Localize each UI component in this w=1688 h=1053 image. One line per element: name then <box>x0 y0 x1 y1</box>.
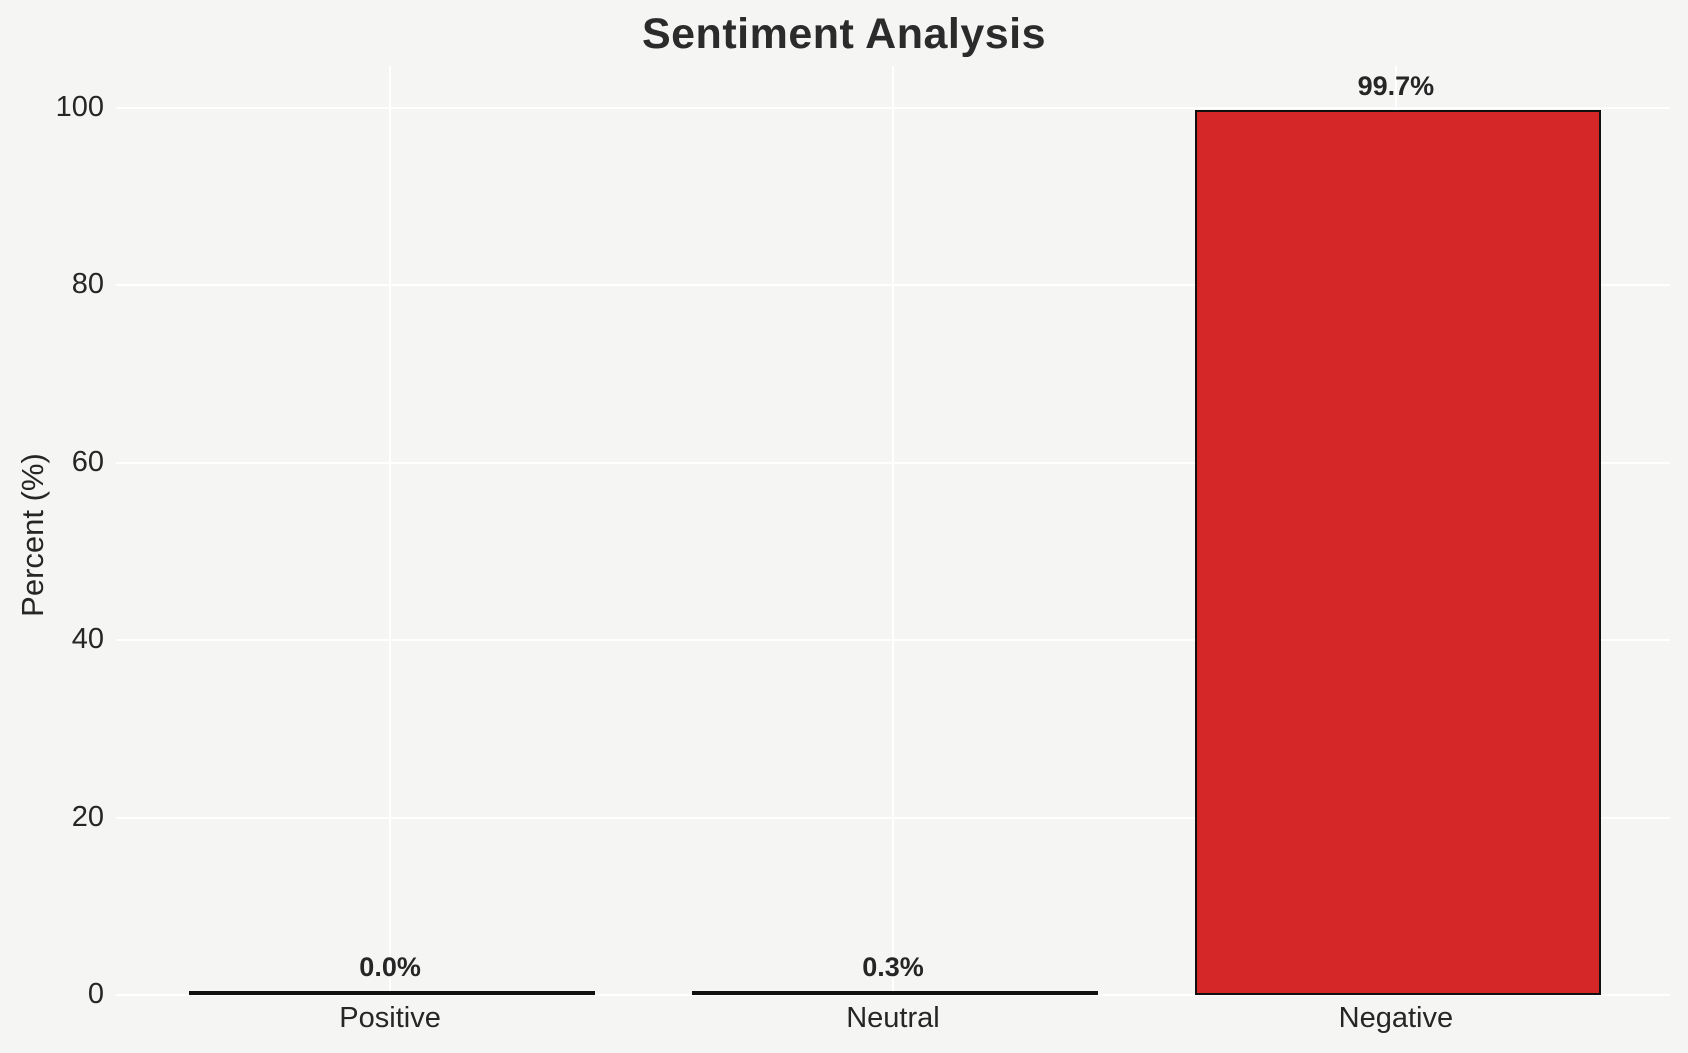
y-tick-label: 40 <box>71 623 104 656</box>
y-tick-label: 80 <box>71 268 104 301</box>
y-tick-label: 100 <box>55 90 104 123</box>
bar-value-label-positive: 0.0% <box>359 952 421 982</box>
bar-value-label-neutral: 0.3% <box>862 952 924 982</box>
bar-positive <box>189 991 596 995</box>
chart-title: Sentiment Analysis <box>641 10 1047 58</box>
plot-area <box>116 66 1670 996</box>
v-gridline-neutral <box>891 66 894 995</box>
bar-negative <box>1194 110 1601 995</box>
v-gridline-positive <box>389 66 392 995</box>
bar-neutral <box>691 991 1098 995</box>
y-tick-label: 0 <box>87 978 104 1010</box>
x-category-label-neutral: Neutral <box>846 1002 940 1034</box>
h-gridline-0 <box>116 994 1670 996</box>
bar-value-label-negative: 99.7% <box>1357 71 1435 102</box>
y-tick-label: 20 <box>71 800 104 833</box>
x-category-label-positive: Positive <box>339 1002 441 1034</box>
y-axis-label: Percent (%) <box>15 453 50 617</box>
x-category-label-negative: Negative <box>1338 1002 1454 1034</box>
y-tick-label: 60 <box>71 445 104 478</box>
